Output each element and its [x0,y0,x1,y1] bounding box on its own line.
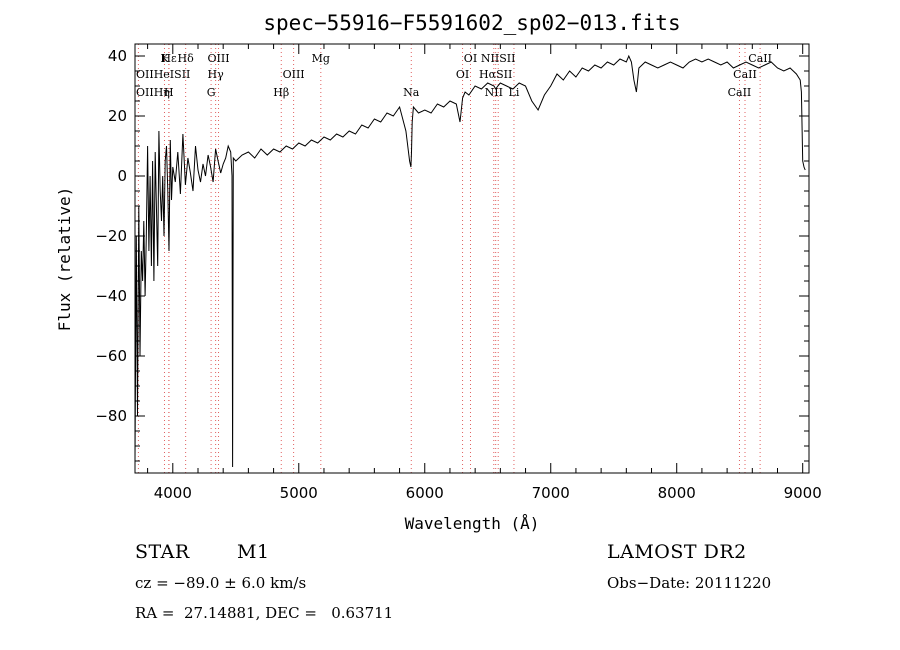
line-label: Mg [312,52,330,65]
line-label: OIII [207,52,229,65]
y-tick-label: 0 [117,167,127,185]
x-tick-label: 7000 [532,484,570,502]
line-label: NII [485,86,503,99]
class-label: STAR [135,541,190,563]
line-labels: HεK Hδ OIII Mg OI NIISII CaII OIIHeISII Hγ OIII OI… [136,52,772,99]
y-tick-label: −60 [95,347,127,365]
plot-frame [134,43,810,474]
line-label: Hγ [208,68,225,81]
line-label: HαSII [479,68,512,81]
line-label: OIIHeISII [136,68,190,81]
y-tick-label: 20 [108,107,127,125]
line-label: Hε [161,52,177,65]
y-tick-label: −20 [95,227,127,245]
spectrum-series [134,54,806,468]
y-tick-label: −40 [95,287,127,305]
redshift-text: cz = −89.0 ± 6.0 km/s [135,574,307,592]
line-label: CaII [728,86,752,99]
line-label: Hδ [178,52,195,65]
line-label: K [160,52,169,65]
line-label: Hβ [273,86,289,99]
survey-label: LAMOST DR2 [607,541,747,563]
x-tick-label: 6000 [406,484,444,502]
x-tick-label: 4000 [154,484,192,502]
axis-ticks: 4000 5000 6000 7000 8000 9000 −80 −60 −40 −20 0 20 4… [95,44,822,502]
subclass-label: M1 [237,541,270,563]
x-tick-label: 9000 [784,484,822,502]
chart-title: spec−55916−F5591602_sp02−013.fits [263,11,680,35]
x-axis-label: Wavelength (Å) [405,514,540,533]
line-label: OIIHη [136,86,170,99]
radec-text: RA = 27.14881, DEC = 0.63711 [135,604,394,622]
line-label: CaII [748,52,772,65]
spectrum-line [134,54,806,468]
line-label: G [207,86,216,99]
line-label: Li [509,86,520,99]
line-label: OIII [283,68,305,81]
emission-line-markers [137,44,761,473]
line-label: CaII [733,68,757,81]
line-label: OI [464,52,477,65]
y-tick-label: −80 [95,407,127,425]
line-label: Na [403,86,420,99]
y-tick-label: 40 [108,47,127,65]
x-tick-label: 5000 [280,484,318,502]
y-axis-label: Flux (relative) [55,187,74,332]
x-tick-label: 8000 [658,484,696,502]
obs-date-text: Obs−Date: 20111220 [607,574,772,592]
line-label: H [164,86,174,99]
line-label: NIISII [481,52,516,65]
line-label: OI [456,68,469,81]
